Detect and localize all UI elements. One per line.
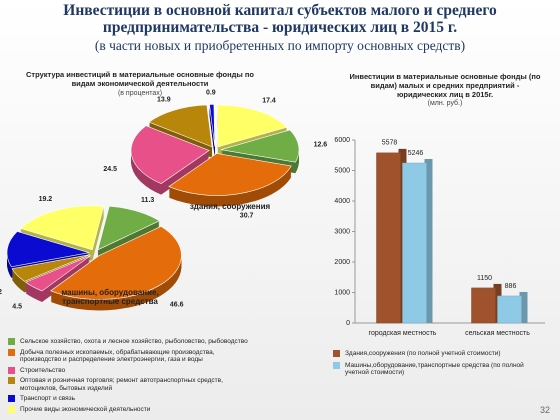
y-tick-label: 0 [346,320,350,327]
bar [471,287,496,324]
legend-item: Машины,оборудование,транспортные средств… [333,361,543,377]
data-label: 5246 [408,150,424,157]
data-label: 11.3 [141,197,154,204]
legend-item: Строительство [8,366,253,375]
legend-swatch [8,395,15,402]
pie-slice [130,125,210,184]
legend-label: Прочие виды экономической деятельности [20,405,151,413]
legend-swatch [8,348,15,356]
slide-title: Инвестиции в основной капитал субъектов … [63,2,497,36]
bar-side [519,291,528,323]
data-label: 5578 [382,140,398,147]
pie-subtitle: (в процентах) [117,90,163,97]
pie-label: машины, оборудование, транспортные средс… [61,288,159,306]
pie-slice [209,104,216,147]
legend-swatch [8,338,15,345]
legend-label: Транспорт и связь [20,395,76,402]
legend-item: Прочие виды экономической деятельности [8,405,253,414]
pie-slice [220,129,300,163]
pie-slice [11,254,90,282]
bar-subtitle: (млн. руб.) [427,100,463,107]
data-label: 12.6 [314,142,328,149]
data-label: 46.6 [170,301,184,308]
legend: Сельское хозяйство, охота и лесное хозяй… [8,338,253,416]
x-tick-label: сельская местность [465,330,530,337]
legend-label: Строительство [20,366,66,374]
data-label: 886 [505,283,517,290]
data-label: 30.7 [240,213,254,220]
legend-label: Сельское хозяйство, охота и лесное хозяй… [20,338,248,345]
bar [497,295,522,324]
legend-swatch [8,405,15,413]
data-label: 0.9 [206,90,216,97]
bar-title: Инвестиции в материальные основные фонды… [349,72,541,99]
data-label: 4.5 [12,304,22,311]
y-tick-label: 2000 [334,259,350,266]
legend-swatch [333,361,340,369]
pie-slice [168,153,292,196]
pie-label: здания, сооружения [189,202,271,211]
legend-label: Здания,сооружения (по полной учетной сто… [345,350,501,357]
data-label: 13.9 [157,97,171,104]
bar-side [424,158,433,323]
legend-item: Оптовая и розничная торговля; ремонт авт… [8,377,253,392]
data-label: 19.2 [39,196,53,203]
data-label: 24.5 [103,166,117,173]
data-label: 5.2 [0,289,2,296]
legend-swatch [8,366,15,374]
pie-slice [216,104,288,148]
legend-swatch [8,377,15,384]
pie-title: Структура инвестиций в материальные осно… [26,70,254,88]
y-tick-label: 6000 [334,137,350,144]
legend-swatch [333,350,340,357]
legend-item: Транспорт и связь [8,395,253,403]
pie-slice [19,205,105,251]
bar [376,152,401,324]
y-tick-label: 3000 [334,228,350,235]
legend-label: Оптовая и розничная торговля; ремонт авт… [20,377,223,392]
page-number: 32 [539,405,550,415]
data-label: 17.4 [262,98,276,105]
legend-item: Здания,сооружения (по полной учетной сто… [333,350,543,358]
pie-slice [6,231,90,268]
y-tick-label: 5000 [334,167,350,174]
legend-item: Добыча полезных ископаемых, обрабатывающ… [8,348,253,364]
legend-label: Машины,оборудование,транспортные средств… [345,361,524,377]
legend-label: Добыча полезных ископаемых, обрабатывающ… [20,348,215,364]
slide-subtitle: (в части новых и приобретенных по импорт… [94,38,466,53]
bar-legend: Здания,сооружения (по полной учетной сто… [333,350,543,381]
legend-item: Сельское хозяйство, охота и лесное хозяй… [8,338,253,346]
pie-slice [148,104,213,148]
pie-slice [24,255,91,292]
y-tick-label: 4000 [334,198,350,205]
pie-slice [97,205,161,251]
y-tick-label: 1000 [334,289,350,296]
x-tick-label: городская местность [369,330,437,337]
pie-slice [50,226,182,300]
bar [402,162,427,324]
data-label: 1150 [477,275,492,282]
